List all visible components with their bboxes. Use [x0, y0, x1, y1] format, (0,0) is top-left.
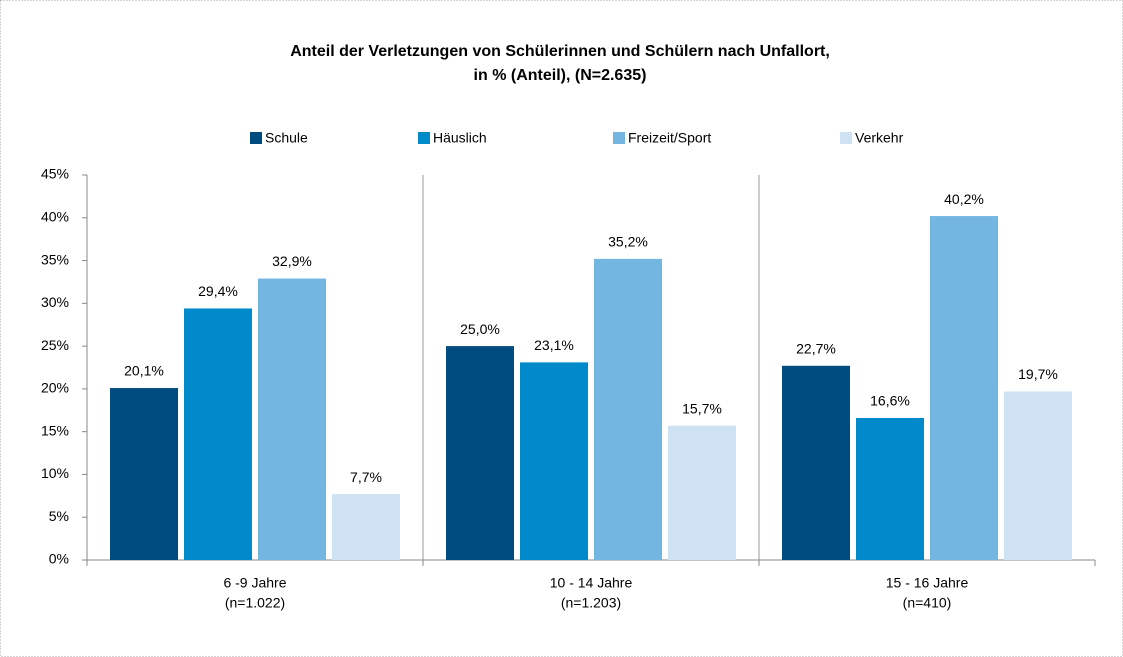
data-label: 15,7% [682, 400, 722, 416]
x-tick-label: (n=1.203) [561, 595, 621, 611]
x-tick-label: (n=410) [903, 595, 952, 611]
legend-swatch [418, 132, 430, 144]
x-tick-label: (n=1.022) [225, 595, 285, 611]
y-tick-label: 25% [41, 337, 69, 353]
bar [930, 216, 998, 561]
data-label: 23,1% [534, 337, 574, 353]
bar [258, 278, 326, 560]
data-label: 22,7% [796, 340, 836, 356]
chart-title: in % (Anteil), (N=2.635) [474, 67, 647, 84]
y-tick-label: 20% [41, 380, 69, 396]
x-tick-label: 10 - 14 Jahre [550, 575, 633, 591]
bar [520, 362, 588, 560]
data-label: 40,2% [944, 191, 984, 207]
data-label: 25,0% [460, 321, 500, 337]
bar [110, 388, 178, 560]
legend-label: Freizeit/Sport [628, 130, 711, 146]
bar [594, 258, 662, 560]
bar [668, 425, 736, 560]
y-tick-label: 5% [49, 508, 69, 524]
bar [184, 308, 252, 560]
data-label: 35,2% [608, 234, 648, 250]
bar [856, 417, 924, 560]
bar [446, 346, 514, 560]
legend-label: Häuslich [433, 130, 487, 146]
bar [1004, 391, 1072, 560]
bar [332, 494, 400, 560]
y-tick-label: 10% [41, 465, 69, 481]
y-tick-label: 45% [41, 166, 69, 182]
y-tick-label: 40% [41, 208, 69, 224]
x-tick-label: 15 - 16 Jahre [886, 575, 969, 591]
y-tick-label: 15% [41, 422, 69, 438]
legend-swatch [840, 132, 852, 144]
legend-swatch [250, 132, 262, 144]
data-label: 29,4% [198, 283, 238, 299]
data-label: 20,1% [124, 363, 164, 379]
data-label: 7,7% [350, 469, 382, 485]
x-tick-label: 6 -9 Jahre [223, 575, 286, 591]
legend-swatch [613, 132, 625, 144]
chart-title: Anteil der Verletzungen von Schülerinnen… [290, 43, 830, 60]
legend-label: Schule [265, 130, 308, 146]
data-label: 32,9% [272, 253, 312, 269]
y-tick-label: 30% [41, 294, 69, 310]
data-label: 16,6% [870, 393, 910, 409]
data-label: 19,7% [1018, 366, 1058, 382]
y-tick-label: 35% [41, 251, 69, 267]
bar [782, 365, 850, 560]
legend-label: Verkehr [855, 130, 904, 146]
y-tick-label: 0% [49, 551, 69, 567]
